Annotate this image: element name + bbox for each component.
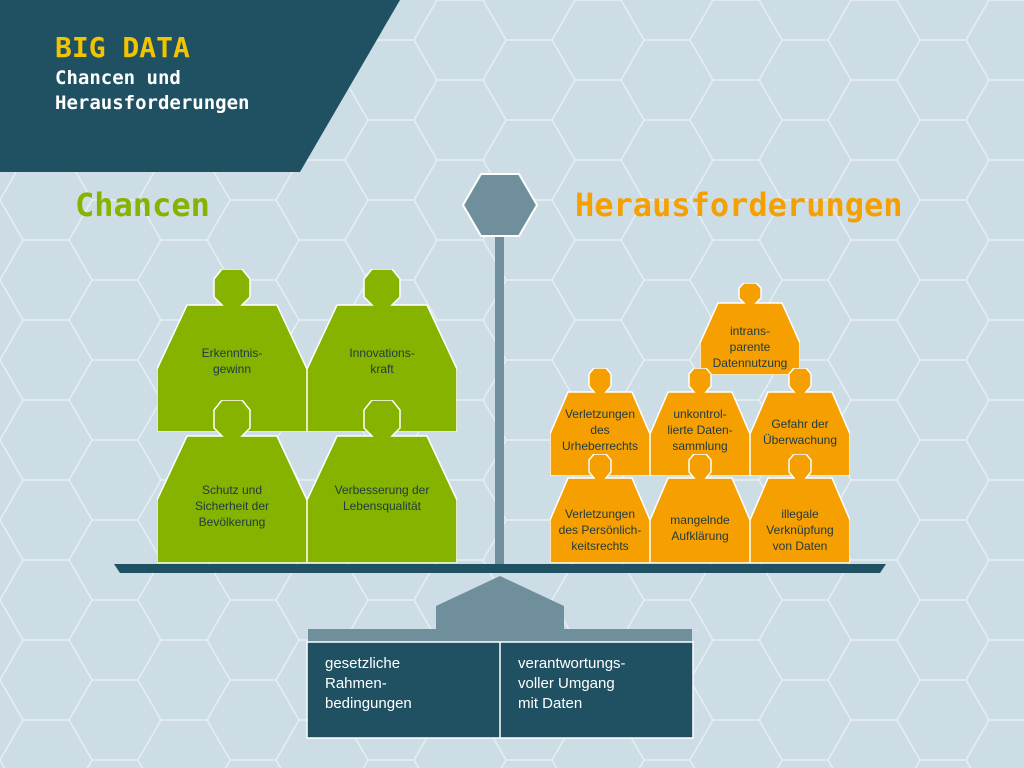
weight-urheberrecht: Verletzungen des Urheberrechts <box>550 368 650 476</box>
herausforderungen-heading: Herausforderungen <box>575 186 903 224</box>
weight-label: Gefahr der Überwachung <box>762 417 838 447</box>
weight-illegale-verknuepfung: illegale Verknüpfung von Daten <box>750 454 850 563</box>
base-label-responsible-use: verantwortungs- voller Umgang mit Daten <box>518 655 626 712</box>
weight-label: Verletzungen des Urheberrechts <box>561 407 639 453</box>
weight-innovationskraft: Innovations- kraft <box>307 269 457 432</box>
weight-ueberwachung: Gefahr der Überwachung <box>750 368 850 476</box>
weight-lebensqualitaet: Verbesserung der Lebensqualität <box>307 400 457 563</box>
weight-label: Schutz und Sicherheit der Bevölkerung <box>194 483 270 529</box>
scale-beam <box>114 564 886 573</box>
weight-erkenntnisgewinn: Erkenntnis- gewinn <box>157 269 307 432</box>
weight-persoenlichkeitsrecht: Verletzungen des Persönlich- keitsrechts <box>550 454 650 563</box>
title-block: BIG DATA Chancen und Herausforderungen <box>55 30 335 116</box>
weight-label: Verbesserung der Lebensqualität <box>334 483 430 513</box>
weight-mangelnde-aufklaerung: mangelnde Aufklärung <box>650 454 750 563</box>
scale-pole <box>495 236 504 566</box>
weight-label: Erkenntnis- gewinn <box>201 346 263 376</box>
weight-label: Verletzungen des Persönlich- keitsrechts <box>558 507 642 553</box>
chancen-heading: Chancen <box>75 186 210 224</box>
weight-label: illegale Verknüpfung von Daten <box>766 507 834 553</box>
scale-stand <box>436 576 564 630</box>
weight-label: unkontrol- lierte Daten- sammlung <box>667 407 733 453</box>
weight-label: mangelnde Aufklärung <box>670 513 730 543</box>
base-label-legal-framework: gesetzliche Rahmen- bedingungen <box>325 655 412 712</box>
weight-schutz-sicherheit: Schutz und Sicherheit der Bevölkerung <box>157 400 307 563</box>
weight-label: Innovations- kraft <box>349 346 415 376</box>
weight-intransparente-datennutzung: intrans- parente Datennutzung <box>700 283 800 375</box>
weight-unkontrollierte-datensammlung: unkontrol- lierte Daten- sammlung <box>650 368 750 476</box>
title-banner <box>0 0 400 172</box>
scale-top-hexagon <box>461 173 539 237</box>
page-subtitle: Chancen und Herausforderungen <box>55 67 250 114</box>
page-title: BIG DATA <box>55 31 190 64</box>
scale-stand-base <box>308 629 692 643</box>
weight-label: intrans- parente Datennutzung <box>712 324 788 370</box>
